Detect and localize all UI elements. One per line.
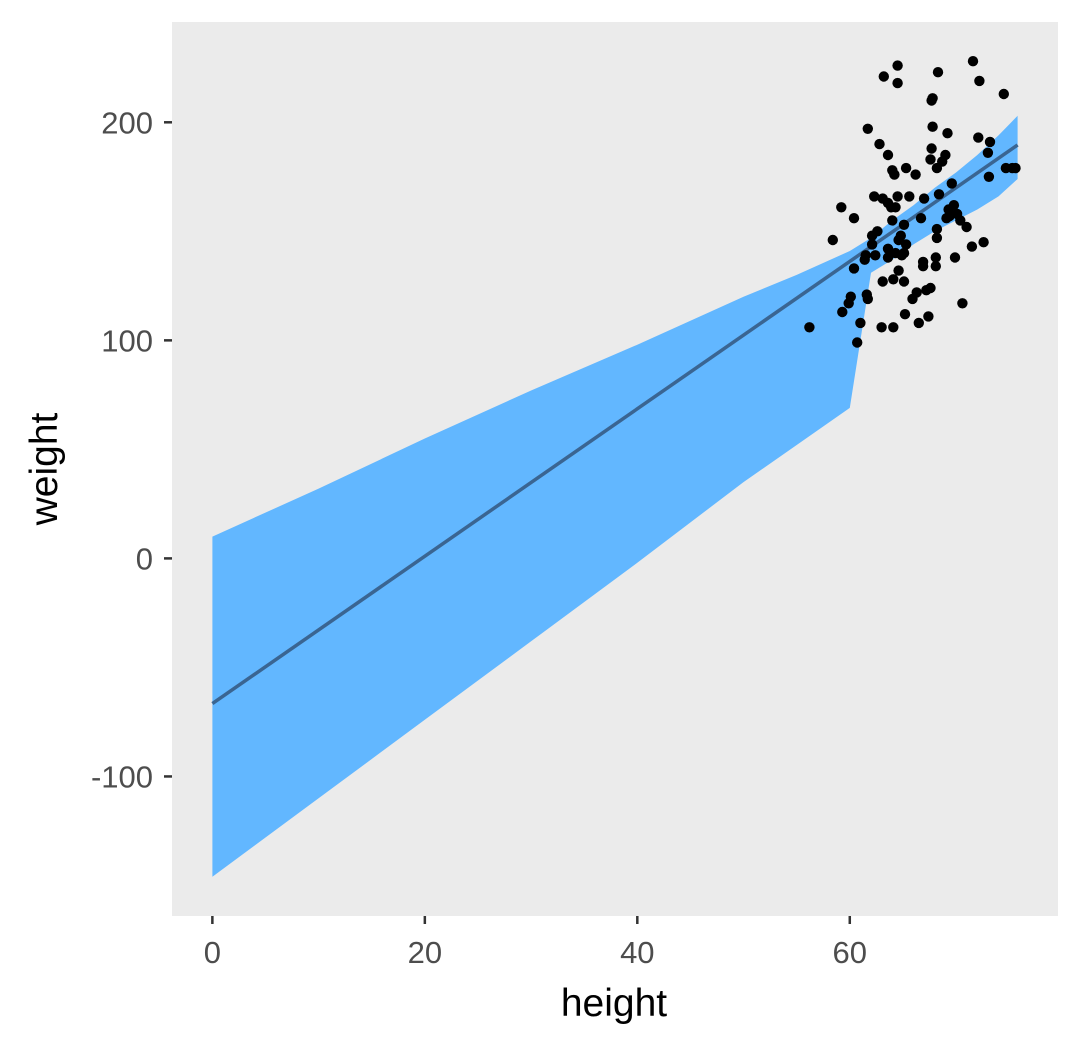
data-point (804, 322, 815, 333)
data-point (913, 317, 924, 329)
x-tick-label: 60 (833, 935, 867, 970)
data-point (900, 239, 912, 250)
data-point (967, 56, 979, 67)
data-point (893, 265, 904, 276)
y-tick-label: 100 (101, 323, 153, 358)
data-point (882, 149, 894, 161)
confidence-band-layer (212, 115, 1018, 877)
data-point (892, 77, 903, 89)
data-point (933, 189, 945, 200)
data-point (1010, 162, 1021, 174)
data-point (974, 75, 985, 87)
y-axis: -100 0 100 200 (91, 105, 172, 794)
data-point (898, 247, 910, 259)
fit-line-layer (211, 143, 1019, 706)
data-point (927, 93, 938, 104)
y-axis-title: weight (23, 412, 66, 526)
data-point (982, 147, 994, 158)
data-point (923, 311, 934, 322)
data-point (888, 322, 899, 333)
data-point (925, 282, 936, 294)
data-point (890, 202, 901, 213)
data-points-layer (804, 56, 1021, 348)
data-point (870, 250, 881, 261)
data-point (848, 213, 860, 224)
data-point (942, 128, 953, 139)
data-point (973, 132, 984, 143)
data-point (882, 252, 894, 263)
data-point (910, 169, 921, 180)
data-point (837, 306, 848, 318)
data-point (852, 337, 863, 348)
data-point (836, 202, 847, 213)
data-point (931, 232, 943, 244)
data-point (876, 322, 887, 333)
data-point (957, 298, 968, 309)
data-point (892, 191, 903, 202)
data-point (966, 241, 978, 252)
data-point (887, 215, 898, 226)
x-tick-label: 40 (620, 935, 654, 970)
x-axis: 0 20 40 60 (204, 916, 867, 970)
data-point (961, 221, 972, 233)
data-point (878, 71, 889, 82)
data-point (900, 162, 912, 174)
data-point (926, 143, 937, 154)
data-point (869, 191, 880, 202)
data-point (931, 223, 943, 235)
x-tick-label: 20 (408, 935, 442, 970)
data-point (845, 291, 856, 302)
data-point (917, 261, 929, 272)
y-tick-label: 200 (101, 105, 153, 140)
data-point (940, 149, 951, 161)
data-point (978, 237, 989, 248)
data-point (860, 250, 871, 261)
data-point (983, 171, 995, 182)
data-point (915, 213, 927, 224)
x-tick-label: 0 (204, 935, 221, 970)
data-point (895, 230, 906, 241)
data-point (877, 276, 888, 287)
data-point (925, 154, 936, 165)
y-tick-label: -100 (91, 759, 153, 794)
data-point (932, 67, 944, 78)
data-point (888, 274, 899, 285)
regression-line (211, 143, 1019, 706)
y-tick-label: 0 (136, 541, 153, 576)
data-point (998, 88, 1009, 100)
data-point (955, 215, 966, 226)
data-point (855, 317, 866, 329)
data-point (898, 219, 910, 230)
x-axis-title: height (561, 982, 667, 1025)
data-point (866, 239, 878, 250)
confidence-band (212, 115, 1018, 877)
data-point (872, 226, 883, 237)
data-point (862, 293, 873, 305)
data-point (848, 263, 860, 274)
data-point (930, 261, 941, 272)
data-point (911, 287, 922, 298)
data-point (904, 191, 915, 202)
data-point (827, 234, 838, 246)
data-point (984, 136, 996, 148)
data-point (949, 252, 961, 263)
data-point (918, 193, 930, 204)
data-point (889, 169, 900, 180)
data-point (899, 309, 911, 320)
data-point (898, 276, 910, 287)
data-point (862, 123, 873, 134)
data-point (946, 178, 957, 189)
data-point (930, 252, 941, 263)
data-point (948, 200, 960, 211)
data-point (874, 138, 885, 150)
data-point (927, 121, 938, 132)
data-point (892, 60, 903, 71)
